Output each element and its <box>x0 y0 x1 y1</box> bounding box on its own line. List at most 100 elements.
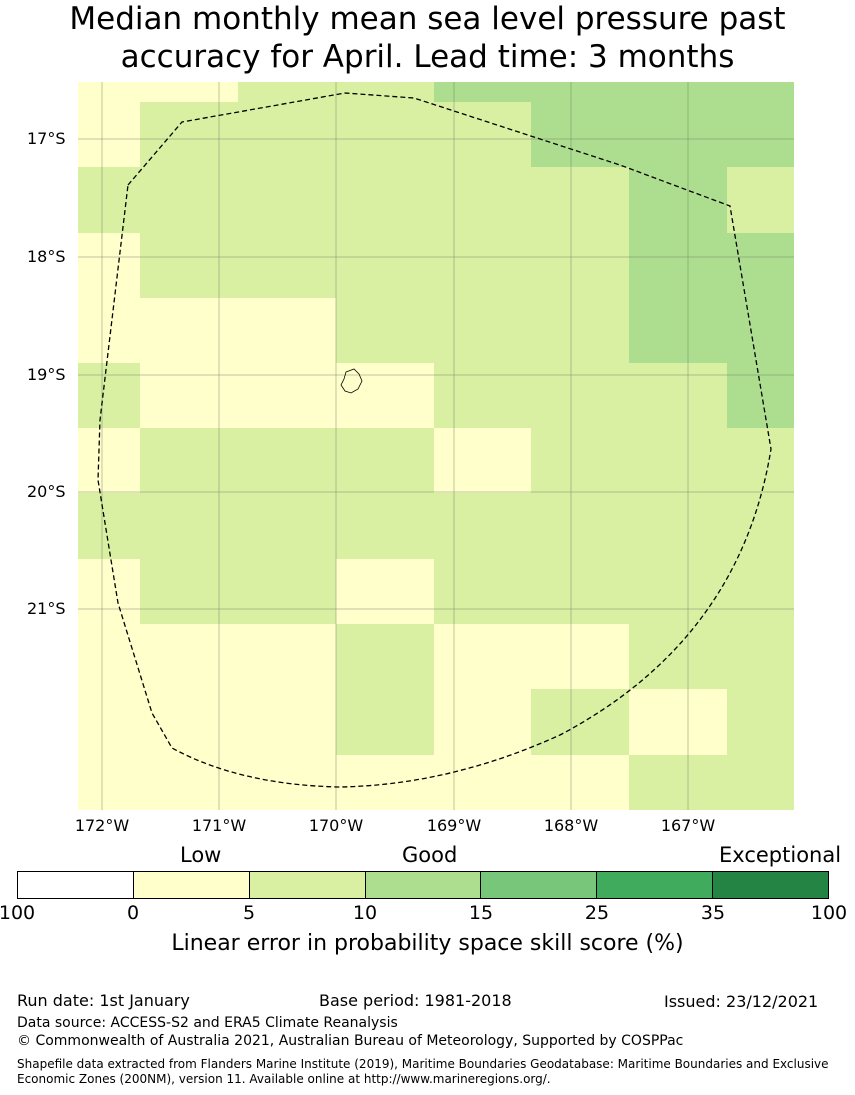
grid-cell <box>629 233 727 298</box>
colorbar-segment <box>481 872 598 898</box>
grid-cell <box>629 493 727 559</box>
grid-cell <box>434 493 531 559</box>
grid-cell <box>629 428 727 493</box>
grid-cell <box>727 428 794 493</box>
lon-label-171w: 171°W <box>191 816 247 835</box>
grid-cell <box>727 689 794 755</box>
grid-cell <box>629 298 727 363</box>
grid-cell <box>140 755 238 810</box>
grid-cell <box>78 493 140 559</box>
colorbar-segment <box>249 872 366 898</box>
grid-cell <box>727 559 794 624</box>
shapefile-credit-line-2: Economic Zones (200NM), version 11. Avai… <box>17 1072 551 1086</box>
copyright: © Commonwealth of Australia 2021, Austra… <box>17 1033 684 1049</box>
grid-cell <box>336 233 434 298</box>
grid-cell <box>78 102 140 167</box>
grid-cell <box>238 298 336 363</box>
grid-cell <box>434 167 531 233</box>
colorbar-segment <box>365 872 482 898</box>
grid-cell <box>727 493 794 559</box>
grid-cell <box>336 559 434 624</box>
grid-cell <box>336 493 434 559</box>
grid-cell <box>78 689 140 755</box>
grid-cell <box>434 689 531 755</box>
graticule <box>78 82 794 810</box>
grid-cell <box>238 755 336 810</box>
grid-cell <box>238 233 336 298</box>
grid-cell <box>336 624 434 689</box>
grid-cell <box>140 428 238 493</box>
grid-cell <box>140 559 238 624</box>
colorbar-tick: 25 <box>584 902 610 924</box>
grid-cell <box>336 689 434 755</box>
base-period: Base period: 1981-2018 <box>319 991 512 1010</box>
grid-cell <box>727 233 794 298</box>
grid-cell <box>336 102 434 167</box>
issued-date: Issued: 23/12/2021 <box>664 992 819 1011</box>
shapefile-credit-line-1: Shapefile data extracted from Flanders M… <box>17 1057 829 1071</box>
lat-label-19s: 19°S <box>27 365 66 384</box>
grid-cell <box>727 363 794 428</box>
lon-label-169w: 169°W <box>426 816 482 835</box>
colorbar-tick: 10 <box>352 902 378 924</box>
eez-boundary <box>97 92 772 788</box>
skill-map <box>78 82 794 810</box>
grid-cell <box>78 298 140 363</box>
lat-label-20s: 20°S <box>27 482 66 501</box>
colorbar-tick: 15 <box>468 902 494 924</box>
grid-cell <box>434 624 531 689</box>
grid-cell <box>78 559 140 624</box>
data-source: Data source: ACCESS-S2 and ERA5 Climate … <box>17 1015 398 1031</box>
lon-label-167w: 167°W <box>660 816 716 835</box>
grid-cell <box>434 298 531 363</box>
grid-cell <box>336 363 434 428</box>
grid-cell <box>434 363 531 428</box>
grid-cell <box>78 624 140 689</box>
grid-cell <box>629 363 727 428</box>
grid-cell <box>238 102 336 167</box>
grid-cell <box>238 559 336 624</box>
colorbar-tick: 35 <box>700 902 726 924</box>
category-good: Good <box>402 843 458 867</box>
grid-cell <box>629 624 727 689</box>
colorbar-segment <box>133 872 250 898</box>
grid-cell <box>78 428 140 493</box>
lat-label-21s: 21°S <box>27 599 66 618</box>
grid-cell <box>629 689 727 755</box>
colorbar-segment <box>18 872 134 898</box>
grid-cell <box>629 559 727 624</box>
grid-cell <box>140 298 238 363</box>
title-line-1: Median monthly mean sea level pressure p… <box>69 1 786 37</box>
grid-cell <box>727 102 794 167</box>
grid-cell <box>727 755 794 810</box>
grid-cell <box>78 363 140 428</box>
lon-label-170w: 170°W <box>308 816 364 835</box>
category-exceptional: Exceptional <box>719 843 842 867</box>
colorbar-tick: 5 <box>242 902 256 924</box>
grid-cell <box>434 82 794 102</box>
colorbar <box>17 871 829 899</box>
grid-cell <box>531 755 629 810</box>
category-low: Low <box>180 843 222 867</box>
lat-label-17s: 17°S <box>27 129 66 148</box>
grid-cell <box>78 167 140 233</box>
grid-cell <box>140 624 238 689</box>
grid-cell <box>629 102 727 167</box>
grid-cell <box>336 755 434 810</box>
title-line-2: accuracy for April. Lead time: 3 months <box>120 39 735 75</box>
lon-label-172w: 172°W <box>74 816 130 835</box>
grid-cell <box>238 689 336 755</box>
grid-cell <box>531 363 629 428</box>
grid-cell <box>434 559 531 624</box>
grid-cell <box>238 428 336 493</box>
colorbar-tick: 100 <box>0 902 36 924</box>
grid-cell <box>336 298 434 363</box>
grid-cell <box>434 102 531 167</box>
grid-cell <box>727 624 794 689</box>
grid-cell <box>531 428 629 493</box>
lon-label-168w: 168°W <box>543 816 599 835</box>
grid-cell <box>531 102 629 167</box>
grid-cell <box>140 689 238 755</box>
grid-cell <box>78 755 140 810</box>
grid-cell <box>629 755 727 810</box>
